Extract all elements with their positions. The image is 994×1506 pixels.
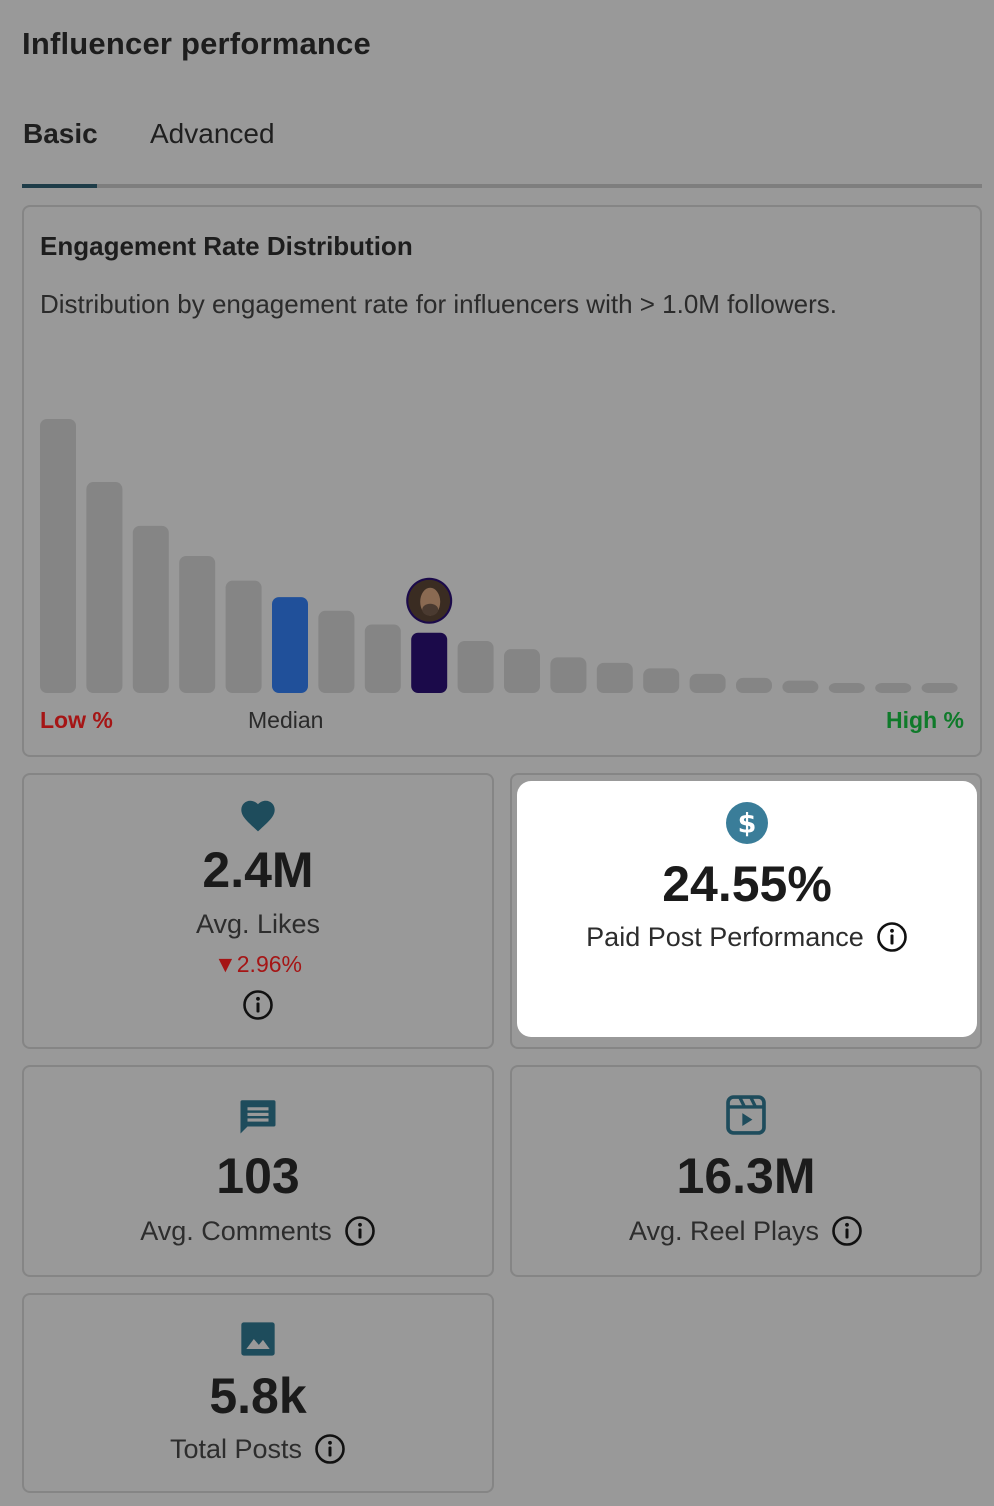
total-posts-value: 5.8k	[209, 1368, 307, 1424]
avg-comments-label-text: Avg. Comments	[140, 1215, 332, 1246]
avg-comments-label: Avg. Comments	[24, 1215, 492, 1247]
avg-reel-plays-card: 16.3M Avg. Reel Plays	[510, 1065, 982, 1277]
median-bar[interactable]	[272, 597, 308, 693]
paid-post-value: 24.55%	[662, 856, 832, 912]
histogram-bar[interactable]	[736, 677, 772, 693]
histogram-bar[interactable]	[504, 649, 540, 693]
histogram-bar[interactable]	[875, 683, 912, 693]
engagement-rate-card: Engagement Rate Distribution Distributio…	[22, 205, 982, 757]
histogram-bar[interactable]	[828, 683, 865, 693]
avg-likes-label-text: Avg. Likes	[195, 909, 321, 939]
histogram-bar[interactable]	[643, 668, 680, 693]
avg-reel-plays-label: Avg. Reel Plays	[512, 1215, 980, 1247]
engagement-histogram	[40, 419, 958, 694]
tab-advanced[interactable]: Advanced	[150, 118, 275, 149]
histogram-bar[interactable]	[179, 556, 216, 693]
reel-icon	[726, 1095, 766, 1135]
chart-title: Engagement Rate Distribution	[40, 231, 413, 261]
histogram-bar[interactable]	[40, 419, 76, 693]
total-posts-label-text: Total Posts	[169, 1433, 303, 1464]
histogram-bar[interactable]	[86, 482, 123, 693]
likes-change-badge: ▼2.96%	[214, 951, 302, 977]
influencer-avatar	[406, 577, 453, 624]
histogram-bar[interactable]	[782, 680, 819, 693]
histogram-bar[interactable]	[457, 640, 494, 693]
avg-reel-plays-value: 16.3M	[676, 1148, 816, 1204]
histogram-bar[interactable]	[318, 610, 355, 693]
low-percent-label: Low %	[40, 707, 113, 733]
total-posts-label: Total Posts	[24, 1433, 492, 1465]
histogram-bar[interactable]	[225, 580, 262, 693]
info-icon[interactable]	[314, 1433, 346, 1465]
avg-reel-plays-label-text: Avg. Reel Plays	[628, 1215, 820, 1246]
histogram-bar[interactable]	[364, 624, 401, 694]
paid-post-label: Paid Post Performance	[517, 921, 977, 953]
avg-comments-card: 103 Avg. Comments	[22, 1065, 494, 1277]
info-icon[interactable]	[876, 921, 908, 953]
histogram-bar[interactable]	[596, 662, 633, 693]
page-title: Influencer performance	[22, 26, 371, 61]
svg-text:$: $	[738, 809, 757, 840]
paid-post-card-frame	[510, 773, 982, 1049]
tab-bar: Basic Advanced	[22, 108, 982, 190]
dollar-icon: $	[726, 802, 768, 844]
paid-post-card[interactable]: $ 24.55% Paid Post Performance	[517, 781, 977, 1037]
info-icon[interactable]	[344, 1215, 376, 1247]
influencer-bar[interactable]	[411, 632, 448, 693]
avg-likes-label: Avg. Likes	[24, 909, 492, 940]
active-tab-indicator	[22, 184, 97, 188]
histogram-bar[interactable]	[132, 525, 169, 693]
paid-post-label-text: Paid Post Performance	[586, 921, 864, 952]
histogram-bar[interactable]	[921, 683, 958, 693]
chart-subtitle: Distribution by engagement rate for infl…	[40, 289, 837, 319]
histogram-bar[interactable]	[550, 657, 587, 693]
total-posts-card: 5.8k Total Posts	[22, 1293, 494, 1493]
tab-basic[interactable]: Basic	[23, 118, 98, 149]
tab-divider	[22, 184, 982, 188]
high-percent-label: High %	[886, 707, 964, 733]
avg-likes-value: 2.4M	[202, 842, 314, 898]
heart-icon	[241, 800, 275, 832]
image-icon	[241, 1322, 275, 1356]
info-icon[interactable]	[242, 989, 274, 1021]
median-label: Median	[248, 707, 324, 733]
avg-comments-value: 103	[216, 1148, 300, 1204]
comment-icon	[240, 1100, 276, 1134]
avg-likes-card: 2.4M Avg. Likes ▼2.96%	[22, 773, 494, 1049]
info-icon[interactable]	[831, 1215, 863, 1247]
histogram-bar[interactable]	[689, 673, 726, 693]
